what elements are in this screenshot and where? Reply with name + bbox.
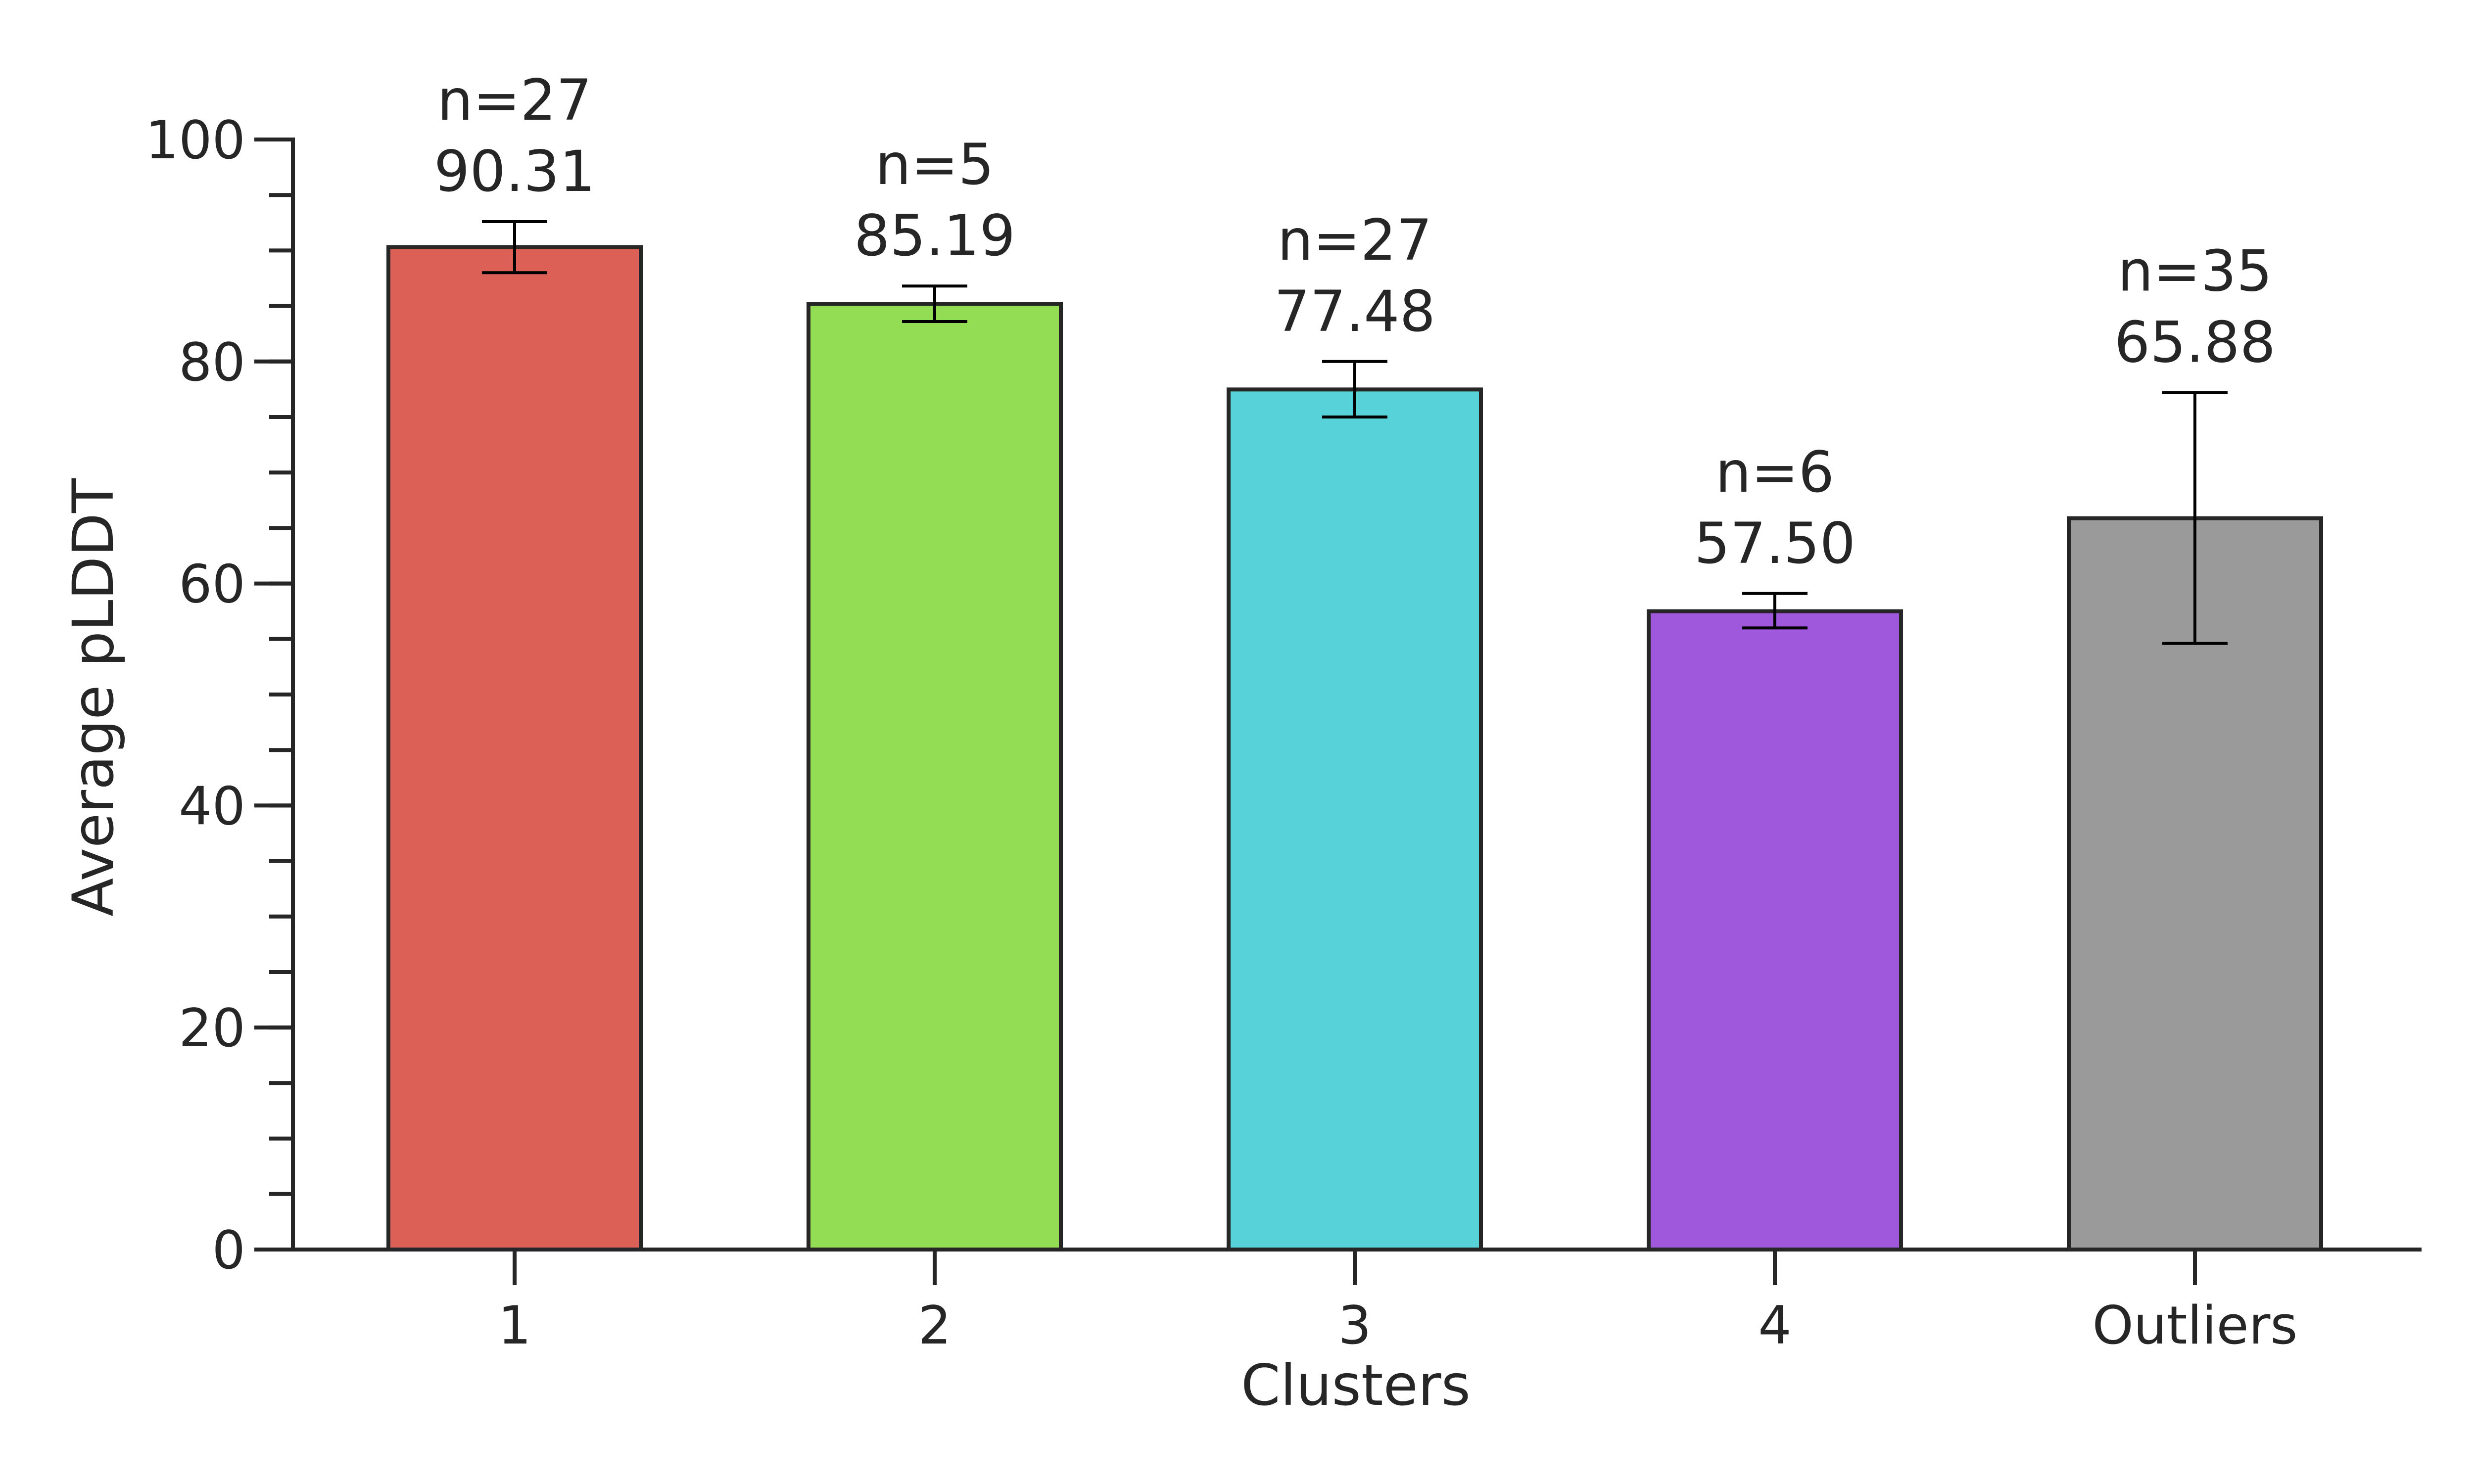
count-label: n=27 [437,67,592,133]
y-tick-label: 60 [179,554,245,615]
x-axis: 1 2 3 4 Outliers [291,1248,2422,1356]
value-label: 77.48 [1274,278,1435,344]
error-bar [902,284,967,324]
error-bar [1742,592,1808,630]
error-bar [482,220,547,275]
y-tick-label: 0 [212,1220,245,1281]
bars [386,245,2323,1252]
bar-4 [1647,609,1903,1252]
error-bar [2162,391,2228,645]
y-axis: 0 20 40 60 80 100 [145,110,295,1281]
bar-2 [807,302,1063,1252]
y-tick-label: 80 [179,332,245,393]
y-axis-title: Average pLDDT [60,478,126,917]
x-tick-label: Outliers [2092,1295,2297,1356]
bar-1 [386,245,643,1252]
error-bars [482,220,2228,645]
error-bar [1322,360,1387,418]
x-tick-label: 3 [1338,1295,1371,1356]
value-label: 85.19 [854,203,1015,269]
count-label: n=5 [875,132,994,197]
y-tick-label: 40 [179,776,245,836]
y-tick-label: 20 [179,998,245,1059]
bar-3 [1227,387,1483,1252]
x-tick-label: 2 [918,1295,951,1356]
count-label: n=27 [1278,207,1432,273]
x-axis-title: Clusters [1241,1352,1471,1418]
x-tick-label: 4 [1758,1295,1791,1356]
value-label: 57.50 [1694,510,1856,576]
y-tick-label: 100 [145,110,245,171]
value-label: 90.31 [434,139,595,204]
x-tick-label: 1 [498,1295,531,1356]
count-label: n=6 [1715,439,1834,505]
count-label: n=35 [2118,238,2273,304]
value-label: 65.88 [2114,310,2276,375]
